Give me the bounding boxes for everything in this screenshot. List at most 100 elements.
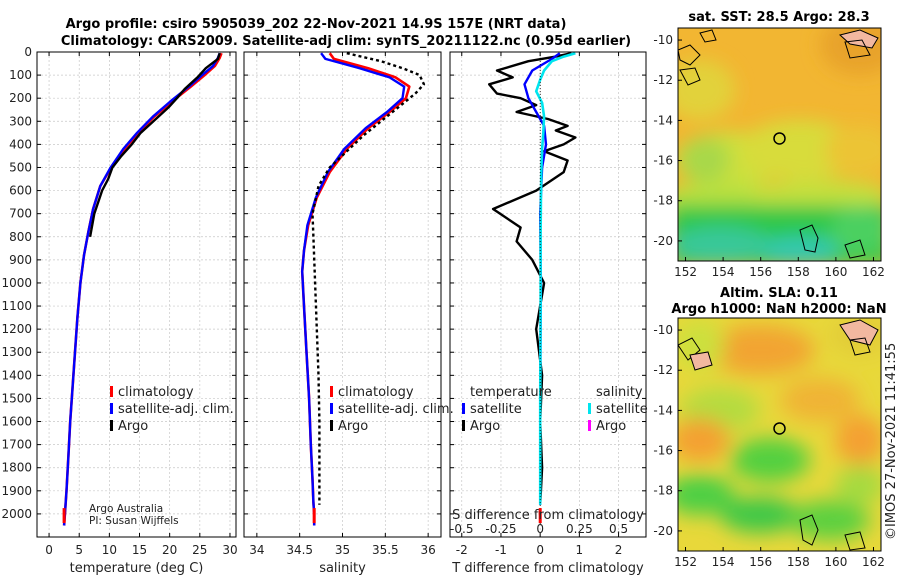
map-x-tick-label: 158: [787, 265, 810, 279]
x-tick-label: 35.5: [372, 543, 399, 557]
map-y-tick-label: -10: [653, 323, 673, 337]
x-tick-label: 35: [335, 543, 350, 557]
legend-swatch-t-argo: [462, 420, 465, 431]
s-diff-tick-label: 0: [536, 522, 544, 536]
salinity-legend: climatology satellite-adj. clim. Argo: [330, 385, 454, 434]
sla-map-title: Altim. SLA: 0.11: [720, 286, 838, 301]
plot-background: [450, 52, 646, 537]
y-tick-label: 900: [9, 253, 32, 267]
y-tick-label: 500: [9, 160, 32, 174]
legend-label: satellite-adj. clim.: [118, 402, 234, 417]
sla-map: [678, 318, 881, 551]
y-tick-label: 600: [9, 184, 32, 198]
y-tick-label: 1900: [1, 484, 32, 498]
x-tick-label: -2: [456, 543, 468, 557]
legend-swatch-climatology: [110, 386, 113, 397]
figure-title: Argo profile: csiro 5905039_202 22-Nov-2…: [66, 17, 567, 32]
legend-swatch-t-satellite: [462, 403, 465, 414]
y-tick-label: 1500: [1, 391, 32, 405]
map-x-tick-label: 158: [787, 555, 810, 569]
y-tick-label: 2000: [1, 507, 32, 521]
coastline: [844, 239, 866, 259]
y-tick-label: 1100: [1, 299, 32, 313]
legend-swatch-s-satellite: [588, 403, 591, 414]
sla-map-frame: [677, 317, 882, 552]
attribution-org: Argo Australia: [89, 503, 163, 515]
map-y-tick-label: -14: [653, 403, 673, 417]
x-tick-label: 36: [421, 543, 436, 557]
difference-legend: temperature salinity satellite Argo sate…: [462, 385, 648, 434]
map-y-tick-label: -16: [653, 444, 673, 458]
x-axis-label: temperature (deg C): [70, 561, 204, 576]
y-tick-label: 1300: [1, 345, 32, 359]
map-x-tick-label: 152: [674, 555, 697, 569]
map-x-tick-label: 160: [824, 555, 847, 569]
sla-map-subtitle: Argo h1000: NaN h2000: NaN: [671, 302, 886, 317]
argo-position-marker: [773, 132, 786, 145]
x-tick-label: 34.5: [286, 543, 313, 557]
series-argo: [311, 52, 426, 505]
x-tick-label: 10: [102, 543, 117, 557]
y-tick-label: 1800: [1, 461, 32, 475]
sst-map-ticks: 152 154 156 158 160 162 -10 -12 -14 -16 -18 -20: [653, 33, 885, 279]
legend-label: Argo: [338, 419, 368, 434]
s-difference-label: S difference from climatology: [452, 508, 644, 523]
legend-swatch-satellite: [330, 403, 333, 414]
coastline: [678, 337, 701, 361]
s-diff-tick-label: 0.25: [566, 522, 593, 536]
map-y-tick-label: -20: [653, 524, 673, 538]
legend-label: Argo: [118, 419, 148, 434]
legend-title-temperature: temperature: [470, 385, 552, 400]
s-difference-ticks: -0.5 -0.25 0 0.25 0.5: [450, 522, 628, 536]
legend-title-salinity: salinity: [596, 385, 643, 400]
coastline: [699, 29, 717, 43]
land: [839, 319, 879, 346]
sla-map-ticks: 152 154 156 158 160 162 -10 -12 -14 -16 -18 -20: [653, 323, 885, 569]
sst-field-detail: [678, 28, 881, 261]
legend-swatch-climatology: [330, 386, 333, 397]
y-tick-label: 0: [24, 45, 32, 59]
coastline: [844, 531, 866, 551]
coastline: [678, 44, 701, 66]
map-y-tick-label: -12: [653, 73, 673, 87]
map-y-tick-label: -10: [653, 33, 673, 47]
salinity-panel: 34 34.5 35 35.5 36 salinity: [243, 51, 442, 576]
map-x-tick-label: 154: [712, 265, 735, 279]
difference-panel: -2 -1 0 1 2 T difference from climatology: [449, 51, 647, 576]
coastline: [679, 67, 701, 86]
series-satellite-adj-clim-: [301, 52, 406, 526]
temperature-legend: climatology satellite-adj. clim. Argo: [110, 385, 234, 434]
legend-label: climatology: [118, 385, 194, 400]
attribution-pi: PI: Susan Wijffels: [89, 515, 179, 527]
y-tick-label: 400: [9, 137, 32, 151]
series-argo: [88, 52, 221, 238]
x-tick-label: 1: [576, 543, 584, 557]
legend-swatch-argo: [110, 420, 113, 431]
sst-map: [678, 28, 881, 261]
legend-label: climatology: [338, 385, 414, 400]
y-tick-label: 1400: [1, 368, 32, 382]
map-x-tick-label: 154: [712, 555, 735, 569]
s-diff-tick-label: 0.5: [609, 522, 628, 536]
coastline: [799, 224, 819, 253]
coastline: [844, 39, 871, 59]
x-axis-label: salinity: [319, 561, 366, 576]
x-tick-label: 30: [222, 543, 237, 557]
legend-swatch-argo: [330, 420, 333, 431]
y-tick-label: 700: [9, 207, 32, 221]
timestamp: ©IMOS 27-Nov-2021 11:41:55: [884, 343, 899, 540]
sst-map-title: sat. SST: 28.5 Argo: 28.3: [688, 10, 869, 25]
y-tick-label: 800: [9, 230, 32, 244]
y-tick-label: 200: [9, 91, 32, 105]
y-tick-label: 1700: [1, 438, 32, 452]
temperature-panel: 0 5 10 15 20 25 300100200300400500600700800900…: [1, 45, 237, 576]
attribution: Argo Australia PI: Susan Wijffels: [89, 503, 179, 527]
map-y-tick-label: -16: [653, 154, 673, 168]
coastline: [849, 337, 871, 356]
land: [689, 351, 713, 371]
legend-label: Argo: [596, 419, 626, 434]
map-x-tick-label: 156: [749, 555, 772, 569]
legend-label: satellite-adj. clim.: [338, 402, 454, 417]
land: [838, 29, 879, 49]
